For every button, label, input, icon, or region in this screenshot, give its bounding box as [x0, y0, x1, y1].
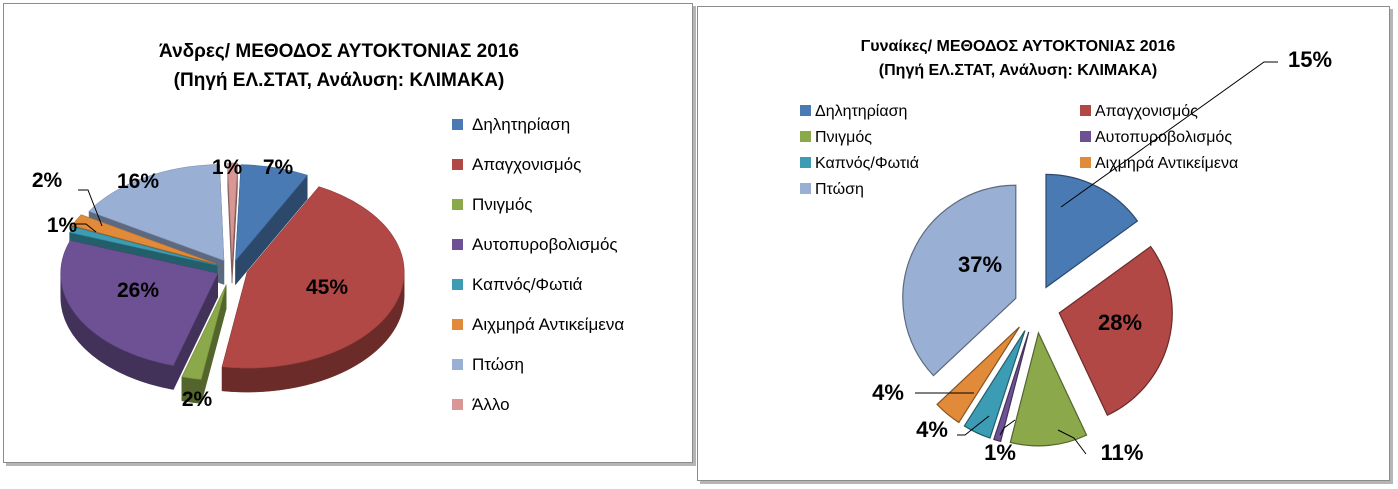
women-leader-line-5 — [957, 415, 990, 436]
men-slice-2 — [221, 186, 405, 393]
women-legend-label-5: Καπνός/Φωτιά — [815, 155, 919, 172]
women-legend-label-6: Αιχμηρά Αντικείμενα — [1095, 155, 1238, 172]
women-legend-swatch-4 — [1080, 131, 1091, 142]
men-legend-swatch-1 — [452, 119, 463, 130]
women-legend-swatch-2 — [1080, 105, 1091, 116]
women-title-line2: (Πηγή ΕΛ.ΣΤΑΤ, Ανάλυση: ΚΛΙΜΑΚΑ) — [878, 62, 1158, 79]
men-slice-8 — [227, 162, 238, 284]
women-slice-4 — [993, 331, 1030, 443]
men-slice-top-2 — [221, 186, 405, 369]
men-legend-swatch-3 — [452, 199, 463, 210]
men-slice-top-6 — [71, 214, 217, 265]
women-slice-6 — [936, 326, 1020, 424]
women-legend-label-1: Δηλητηρίαση — [815, 103, 907, 120]
women-slice-1 — [1045, 173, 1139, 289]
men-legend-label-1: Δηλητηρίαση — [472, 115, 570, 134]
men-slice-1 — [235, 164, 308, 286]
men-legend-label-8: Άλλο — [472, 395, 510, 414]
men-leader-line-6 — [78, 189, 103, 227]
women-pct-label-3: 11% — [1101, 440, 1144, 465]
men-legend-swatch-6 — [452, 319, 463, 330]
women-pct-label-6: 4% — [872, 380, 904, 405]
women-pct-label-2: 28% — [1098, 310, 1142, 335]
men-pct-label-6: 2% — [32, 169, 63, 192]
women-title-line1: Γυναίκες/ ΜΕΘΟΔΟΣ ΑΥΤΟΚΤΟΝΙΑΣ 2016 — [860, 38, 1176, 55]
men-legend-swatch-4 — [452, 239, 463, 250]
women-pct-label-4: 1% — [984, 440, 1016, 465]
men-chart-panel: Άνδρες/ ΜΕΘΟΔΟΣ ΑΥΤΟΚΤΟΝΙΑΣ 2016 (Πηγή Ε… — [3, 3, 693, 463]
women-leader-line-4 — [999, 419, 1016, 436]
women-legend-swatch-7 — [800, 183, 811, 194]
women-legend-label-7: Πτώση — [815, 181, 864, 198]
women-pct-label-1: 15% — [1288, 47, 1332, 72]
men-pct-label-8: 1% — [212, 156, 243, 179]
women-pct-label-7: 37% — [958, 252, 1002, 277]
women-legend: Δηλητηρίαση Απαγχονισμός Πνιγμός Αυτοπυροβο… — [800, 103, 1238, 198]
women-leader-line-1 — [1060, 61, 1278, 208]
men-title-line1: Άνδρες/ ΜΕΘΟΔΟΣ ΑΥΤΟΚΤΟΝΙΑΣ 2016 — [159, 41, 519, 62]
men-pie-chart: 7% 45% 2% 26% 1% 2% 16% 1% Δηλητηρίαση Απαγχονισμ… — [32, 115, 625, 414]
men-legend-swatch-8 — [452, 399, 463, 410]
women-legend-label-2: Απαγχονισμός — [1095, 103, 1198, 120]
men-legend-label-5: Καπνός/Φωτιά — [472, 275, 583, 294]
women-legend-label-3: Πνιγμός — [815, 129, 872, 146]
men-legend-label-4: Αυτοπυροβολισμός — [472, 235, 618, 254]
men-pct-label-5: 1% — [47, 214, 78, 237]
women-leader-line-3 — [1057, 429, 1087, 455]
women-pie-chart: 15% 28% 11% 1% 4% 4% 37% Δηλητηρίαση Απαγχονισμό… — [800, 47, 1332, 465]
men-pie-slices — [60, 162, 405, 404]
men-slice-top-7 — [88, 164, 225, 261]
men-legend: Δηλητηρίαση Απαγχονισμός Πνιγμός Αυτοπυροβο… — [452, 115, 624, 414]
men-legend-swatch-5 — [452, 279, 463, 290]
men-pct-label-1: 7% — [263, 156, 294, 179]
men-legend-label-7: Πτώση — [472, 355, 524, 374]
women-legend-swatch-1 — [800, 105, 811, 116]
men-title-line2: (Πηγή ΕΛ.ΣΤΑΤ, Ανάλυση: ΚΛΙΜΑΚΑ) — [173, 70, 505, 91]
women-pct-label-5: 4% — [916, 417, 948, 442]
men-slice-top-5 — [69, 226, 218, 266]
men-slice-3 — [181, 284, 227, 404]
men-legend-swatch-7 — [452, 359, 463, 370]
men-slice-top-8 — [227, 162, 238, 260]
men-pct-label-2: 45% — [306, 276, 348, 299]
men-slice-top-4 — [60, 240, 219, 366]
men-pct-label-4: 26% — [117, 279, 159, 302]
men-legend-swatch-2 — [452, 159, 463, 170]
women-pie-slices — [902, 173, 1173, 447]
men-slice-top-1 — [235, 164, 308, 262]
women-legend-swatch-5 — [800, 157, 811, 168]
men-slice-top-3 — [181, 284, 227, 380]
men-pct-label-7: 16% — [117, 170, 159, 193]
men-legend-label-3: Πνιγμός — [472, 195, 533, 214]
men-legend-label-2: Απαγχονισμός — [472, 155, 581, 174]
men-pct-label-3: 2% — [182, 388, 213, 411]
women-slice-5 — [963, 330, 1026, 439]
women-slice-7 — [902, 184, 1017, 377]
women-slice-2 — [1058, 245, 1173, 417]
men-leader-line-5 — [74, 223, 97, 233]
men-legend-label-6: Αιχμηρά Αντικείμενα — [472, 315, 624, 334]
women-chart-title: Γυναίκες/ ΜΕΘΟΔΟΣ ΑΥΤΟΚΤΟΝΙΑΣ 2016 (Πηγή… — [808, 35, 1228, 83]
women-legend-swatch-3 — [800, 131, 811, 142]
women-chart-panel: Γυναίκες/ ΜΕΘΟΔΟΣ ΑΥΤΟΚΤΟΝΙΑΣ 2016 (Πηγή… — [697, 6, 1390, 481]
women-legend-label-4: Αυτοπυροβολισμός — [1095, 129, 1232, 146]
women-legend-swatch-6 — [1080, 157, 1091, 168]
women-slice-3 — [1009, 331, 1088, 447]
men-chart-title: Άνδρες/ ΜΕΘΟΔΟΣ ΑΥΤΟΚΤΟΝΙΑΣ 2016 (Πηγή Ε… — [99, 37, 579, 95]
men-slice-4 — [60, 240, 219, 390]
